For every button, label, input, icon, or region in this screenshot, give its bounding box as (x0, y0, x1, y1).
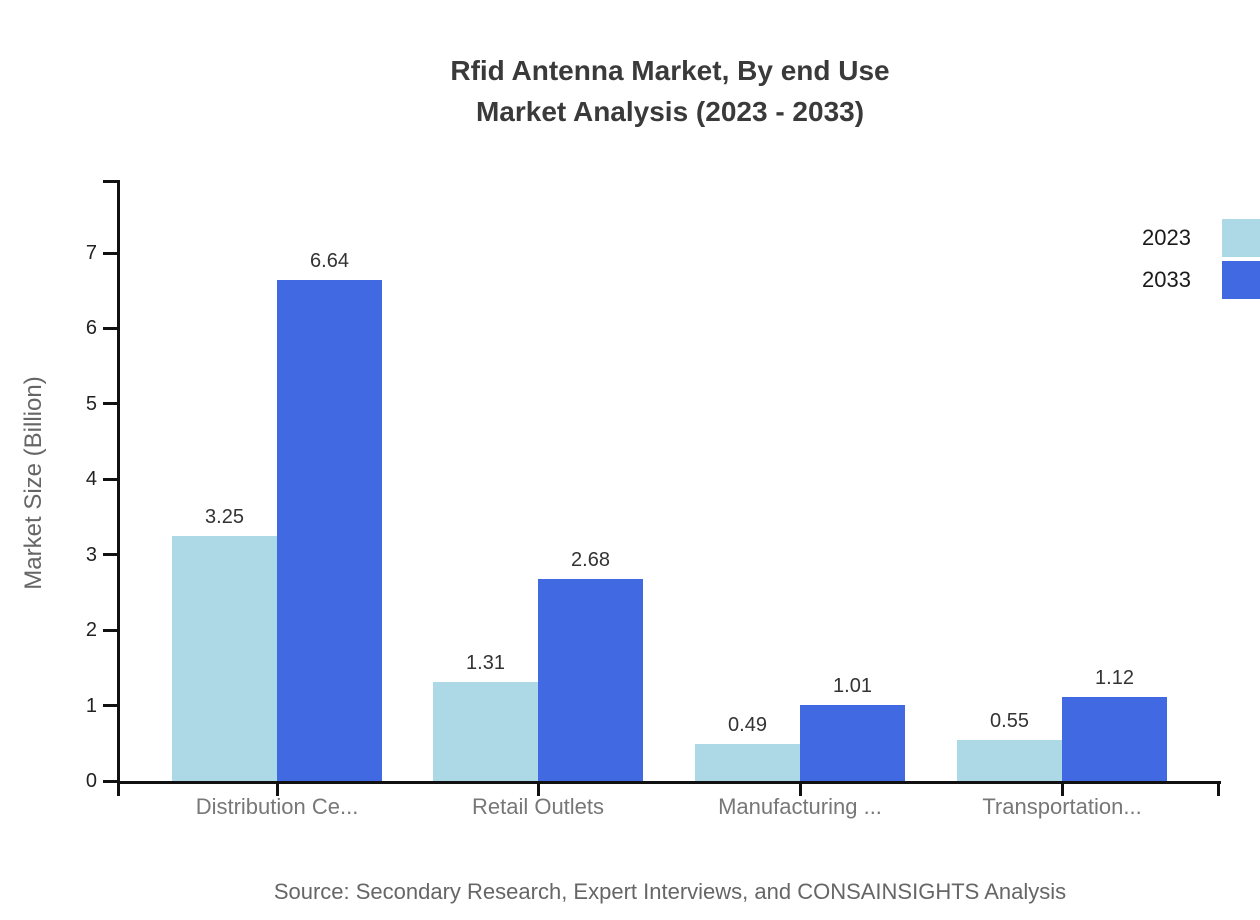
legend-label-2033: 2033 (1142, 267, 1191, 292)
y-axis-tick-4 (103, 477, 117, 481)
x-axis-end-tick (1217, 781, 1220, 796)
bar-2023-3 (957, 740, 1062, 781)
x-axis-tick-0 (275, 781, 279, 796)
y-axis-tick-2 (103, 628, 117, 632)
y-tick-label-6: 6 (85, 317, 97, 340)
y-axis-line (117, 180, 120, 796)
y-tick-label-4: 4 (85, 468, 97, 491)
y-axis-tick-5 (103, 402, 117, 406)
bar-2033-1 (538, 579, 643, 781)
bar-2033-0 (277, 280, 382, 781)
chart-title: Rfid Antenna Market, By end Use Market A… (118, 50, 1222, 132)
legend-item-2033: 2033 (1142, 259, 1260, 301)
x-axis-tick-1 (536, 781, 540, 796)
x-axis-tick-2 (798, 781, 802, 796)
bar-2033-3 (1062, 697, 1167, 781)
y-tick-label-5: 5 (85, 392, 97, 415)
category-label-3: Transportation... (982, 794, 1142, 819)
x-axis-tick-3 (1060, 781, 1064, 796)
value-label-2023-3: 0.55 (990, 710, 1029, 732)
legend: 2023 2033 (1142, 217, 1260, 301)
y-axis-tick-1 (103, 704, 117, 708)
y-axis-top-tick (103, 180, 120, 183)
value-label-2023-0: 3.25 (205, 506, 244, 528)
y-axis-tick-0 (103, 779, 117, 783)
value-label-2033-2: 1.01 (833, 675, 872, 697)
category-label-2: Manufacturing ... (718, 794, 882, 819)
category-label-1: Retail Outlets (471, 794, 605, 819)
category-label-0: Distribution Ce... (195, 794, 359, 819)
y-tick-label-1: 1 (85, 694, 97, 717)
value-label-2033-0: 6.64 (310, 250, 349, 272)
chart-title-line2: Market Analysis (2023 - 2033) (475, 96, 865, 127)
legend-swatch-2023 (1222, 219, 1260, 257)
y-tick-label-0: 0 (85, 770, 97, 792)
bar-2033-2 (800, 705, 905, 781)
source-note: Source: Secondary Research, Expert Inter… (273, 879, 1067, 904)
y-axis-tick-6 (103, 326, 117, 330)
y-tick-label-7: 7 (85, 242, 97, 264)
value-label-2033-3: 1.12 (1095, 667, 1134, 689)
chart-title-line1: Rfid Antenna Market, By end Use (450, 55, 890, 86)
legend-label-2023: 2023 (1142, 225, 1191, 250)
y-axis-tick-3 (103, 553, 117, 557)
legend-swatch-2033 (1222, 261, 1260, 299)
bar-2023-2 (695, 744, 800, 781)
value-label-2023-2: 0.49 (728, 714, 767, 736)
bar-2023-1 (433, 682, 538, 781)
value-label-2023-1: 1.31 (466, 652, 505, 674)
x-axis-line (117, 781, 1221, 784)
legend-item-2023: 2023 (1142, 217, 1260, 259)
bar-2023-0 (172, 536, 277, 781)
y-tick-label-3: 3 (85, 543, 97, 566)
value-label-2033-1: 2.68 (571, 549, 610, 571)
y-axis-label: Market Size (Billion) (20, 376, 47, 590)
y-tick-label-2: 2 (85, 619, 97, 642)
y-axis-tick-7 (103, 251, 117, 255)
